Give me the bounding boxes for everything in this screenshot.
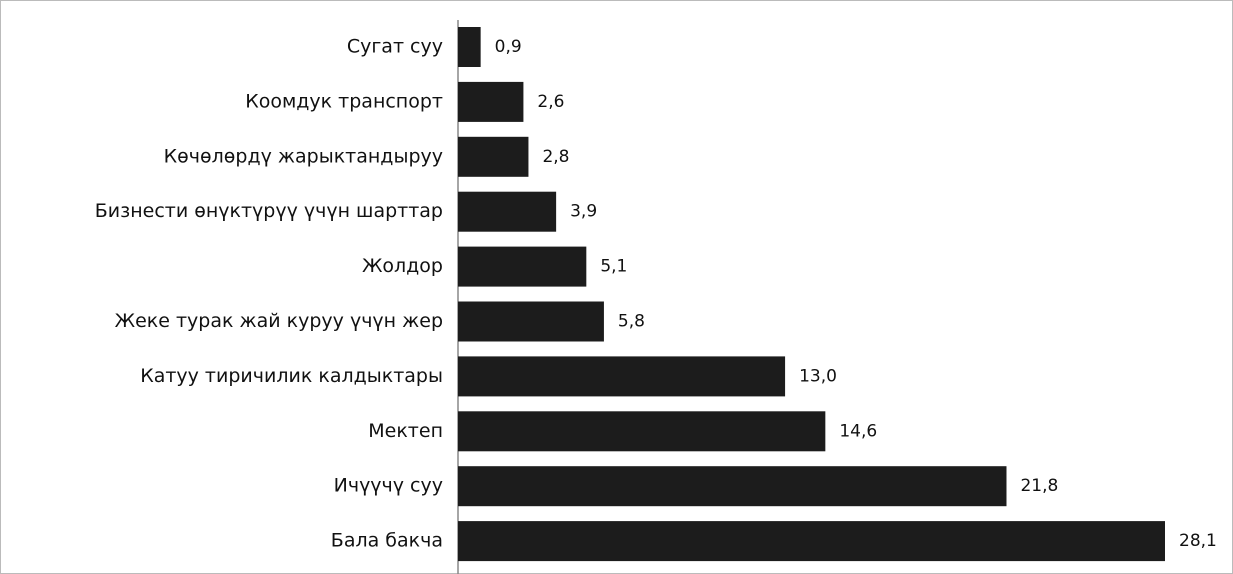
category-label: Коомдук транспорт	[245, 90, 443, 112]
category-label: Сугат суу	[347, 36, 443, 58]
bar	[458, 136, 529, 177]
bar	[458, 301, 604, 342]
bar	[458, 411, 826, 452]
value-label: 5,1	[600, 257, 627, 277]
bar	[458, 191, 557, 232]
category-label: Ичүүчү суу	[334, 475, 443, 497]
bar	[458, 81, 524, 122]
value-label: 21,8	[1020, 476, 1058, 496]
bar	[458, 466, 1007, 507]
category-label: Катуу тиричилик калдыктары	[140, 365, 443, 387]
bar	[458, 356, 786, 397]
category-label: Жолдор	[362, 255, 443, 277]
value-label: 14,6	[839, 421, 877, 441]
category-label: Көчөлөрдү жарыктандыруу	[164, 145, 443, 167]
category-label: Бизнести өнүктүрүү үчүн шарттар	[95, 200, 443, 222]
value-label: 3,9	[570, 202, 597, 222]
bar	[458, 521, 1165, 562]
value-label: 28,1	[1179, 531, 1217, 551]
category-label: Мектеп	[368, 420, 443, 442]
bar	[458, 246, 587, 287]
bar	[458, 27, 481, 67]
value-label: 5,8	[618, 312, 645, 332]
value-label: 13,0	[799, 366, 837, 386]
value-label: 2,8	[542, 147, 569, 167]
category-label: Жеке турак жай куруу үчүн жер	[115, 310, 443, 332]
category-label: Бала бакча	[331, 530, 443, 552]
value-label: 0,9	[495, 37, 522, 57]
value-label: 2,6	[537, 92, 564, 112]
